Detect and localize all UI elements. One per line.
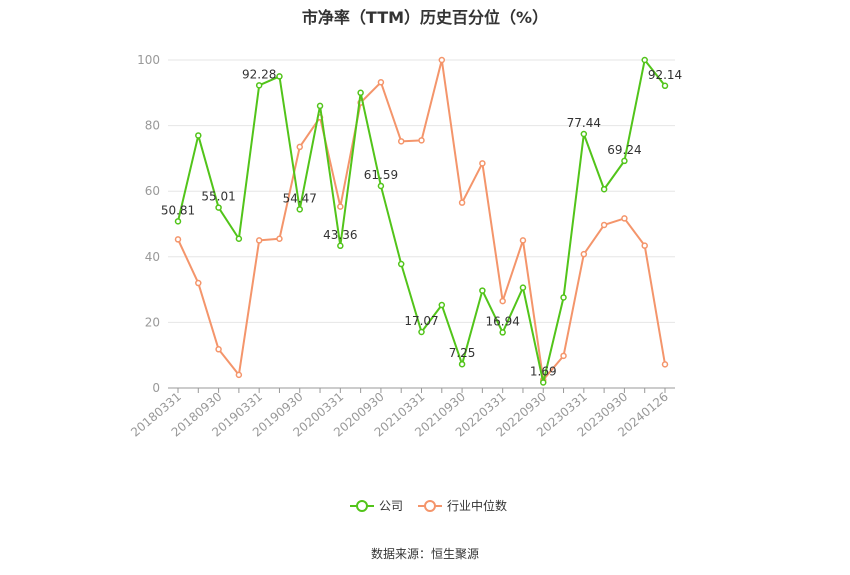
data-point [600,185,608,193]
data-point [438,301,446,309]
data-point [296,206,303,213]
data-label: 17.07 [404,314,438,328]
series [174,56,669,386]
data-point [195,279,202,287]
data-point [377,182,385,190]
data-point [621,215,628,222]
data-point [560,352,567,360]
data-point [418,328,425,336]
data-point [499,329,506,336]
data-point [377,79,385,86]
data-point [519,237,527,244]
y-tick-label: 100 [137,53,160,67]
data-label: 92.14 [648,68,682,82]
data-point [641,56,648,64]
data-label: 1.69 [530,364,557,378]
data-point [255,82,263,89]
data-source: 数据来源：恒生聚源 [370,547,479,561]
data-point [479,160,486,167]
data-point [337,242,344,250]
data-point [235,371,243,379]
data-point [397,138,405,145]
data-point [600,221,608,229]
data-label: 50.81 [161,203,195,217]
data-point [458,360,466,368]
data-label: 77.44 [567,116,601,130]
data-point [580,250,588,258]
data-point [276,73,283,80]
data-label: 55.01 [201,190,235,204]
legend-marker [424,500,436,512]
legend-marker [356,500,368,512]
y-tick-label: 80 [145,119,160,133]
legend: 公司 行业中位数 [350,498,507,513]
data-point [580,130,588,138]
data-label: 92.28 [242,67,276,81]
legend-label: 公司 [379,499,403,513]
data-point [479,287,486,294]
data-labels: 50.81 55.01 92.28 54.47 43.36 61.59 17.07 7.25 1… [161,67,682,378]
data-label: 43.36 [323,228,357,242]
axes: 0204060801002018033120180930201903312019… [128,53,675,440]
y-tick-label: 0 [152,381,160,395]
legend-label: 行业中位数 [447,498,507,513]
y-tick-label: 20 [145,315,160,329]
data-point [621,157,628,165]
data-point [418,137,425,144]
data-point [276,235,283,243]
y-tick-label: 40 [145,250,160,264]
data-point [560,294,567,301]
data-point [337,203,344,210]
data-label: 69.24 [607,143,641,157]
data-point [661,361,669,368]
data-label: 54.47 [283,191,317,205]
data-point [255,237,263,244]
data-point [316,102,324,110]
data-point [641,242,648,249]
data-point [438,56,446,64]
chart-title: 市净率（TTM）历史百分位（%） [301,8,549,27]
data-point [215,346,222,353]
data-point [397,260,405,268]
data-point [174,218,182,225]
grid-lines [168,59,675,323]
data-point [296,143,303,151]
data-label: 61.59 [364,168,398,182]
data-point [519,284,527,291]
data-point [458,199,466,206]
data-point [174,236,182,243]
data-point [235,235,243,243]
data-point [195,132,202,139]
data-point [357,89,364,97]
data-label: 7.25 [449,346,476,360]
y-tick-label: 60 [145,184,160,198]
data-point [215,204,222,211]
data-label: 16.94 [485,314,519,328]
data-point [499,297,506,305]
data-point [661,82,669,90]
data-point [540,379,547,386]
